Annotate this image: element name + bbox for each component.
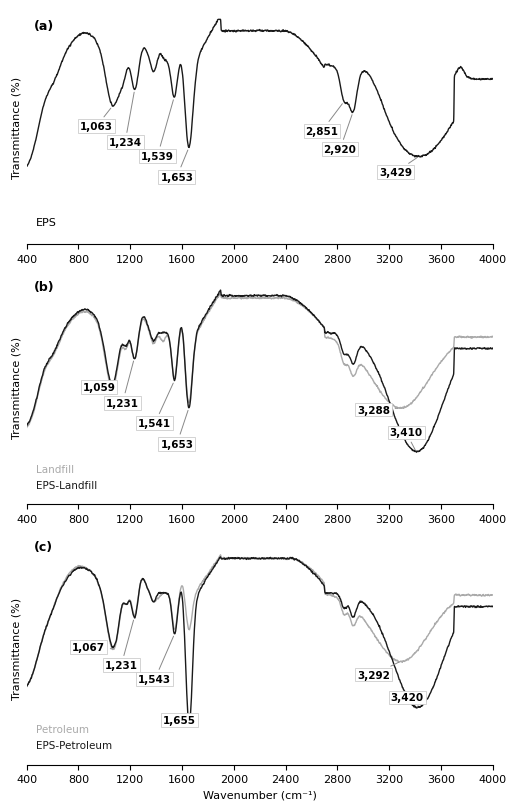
Text: 2,920: 2,920: [324, 115, 356, 155]
Text: 2,851: 2,851: [306, 105, 342, 137]
Text: 1,653: 1,653: [161, 411, 193, 449]
Text: 1,231: 1,231: [105, 620, 138, 671]
Text: 3,429: 3,429: [379, 159, 416, 178]
Y-axis label: Transmittance (%): Transmittance (%): [11, 337, 21, 439]
Text: 1,653: 1,653: [161, 151, 193, 182]
Text: (c): (c): [34, 541, 53, 554]
Text: 1,541: 1,541: [138, 384, 173, 429]
Y-axis label: Transmittance (%): Transmittance (%): [11, 77, 21, 178]
Text: Landfill: Landfill: [36, 464, 74, 474]
Text: EPS-Petroleum: EPS-Petroleum: [36, 740, 112, 750]
Text: 3,292: 3,292: [357, 663, 399, 680]
Text: 3,420: 3,420: [391, 693, 424, 707]
Text: (a): (a): [34, 20, 54, 33]
Y-axis label: Transmittance (%): Transmittance (%): [11, 597, 21, 699]
Text: 1,539: 1,539: [141, 101, 174, 162]
Text: 1,234: 1,234: [108, 93, 141, 148]
Text: 1,543: 1,543: [138, 637, 174, 684]
Text: 1,231: 1,231: [106, 362, 139, 408]
Text: 1,067: 1,067: [72, 642, 113, 652]
Text: 3,410: 3,410: [390, 428, 423, 450]
Text: 1,059: 1,059: [83, 382, 116, 393]
X-axis label: Wavenumber (cm⁻¹): Wavenumber (cm⁻¹): [203, 790, 316, 800]
Text: (b): (b): [34, 281, 54, 294]
Text: Petroleum: Petroleum: [36, 724, 89, 734]
Text: 1,655: 1,655: [163, 715, 196, 726]
Text: EPS: EPS: [36, 218, 57, 228]
Text: 1,063: 1,063: [80, 109, 113, 132]
Text: 3,288: 3,288: [357, 405, 398, 415]
Text: EPS-Landfill: EPS-Landfill: [36, 480, 97, 491]
